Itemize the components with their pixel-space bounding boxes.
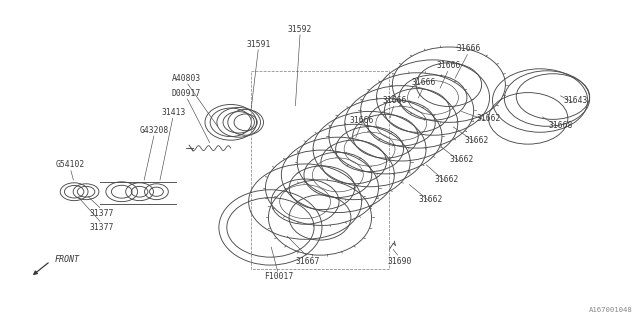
Text: 31667: 31667 <box>296 257 320 266</box>
Text: 31377: 31377 <box>90 209 114 218</box>
Text: 31413: 31413 <box>161 108 186 117</box>
Text: 31377: 31377 <box>90 223 114 232</box>
Text: 31662: 31662 <box>465 136 489 145</box>
Text: 31643: 31643 <box>564 96 588 105</box>
Text: 31666: 31666 <box>436 61 461 70</box>
Text: A167001048: A167001048 <box>589 307 632 313</box>
Text: D00917: D00917 <box>172 89 201 98</box>
Text: 31666: 31666 <box>412 78 436 87</box>
Text: 31592: 31592 <box>288 25 312 34</box>
Text: 31662: 31662 <box>435 175 459 184</box>
Text: 31666: 31666 <box>349 116 374 125</box>
Text: 31662: 31662 <box>476 114 500 123</box>
Text: 31662: 31662 <box>419 195 444 204</box>
Text: 31666: 31666 <box>382 96 406 105</box>
Text: G54102: G54102 <box>56 160 85 170</box>
Text: 31591: 31591 <box>246 39 271 49</box>
Text: G43208: G43208 <box>140 126 169 135</box>
Text: 31690: 31690 <box>387 257 412 266</box>
Text: 31668: 31668 <box>548 121 573 130</box>
Text: F10017: F10017 <box>264 272 293 282</box>
Text: FRONT: FRONT <box>54 255 79 264</box>
Bar <box>251 71 389 269</box>
Text: 31666: 31666 <box>456 44 481 53</box>
Text: A40803: A40803 <box>172 74 201 83</box>
Text: 31662: 31662 <box>449 156 474 164</box>
